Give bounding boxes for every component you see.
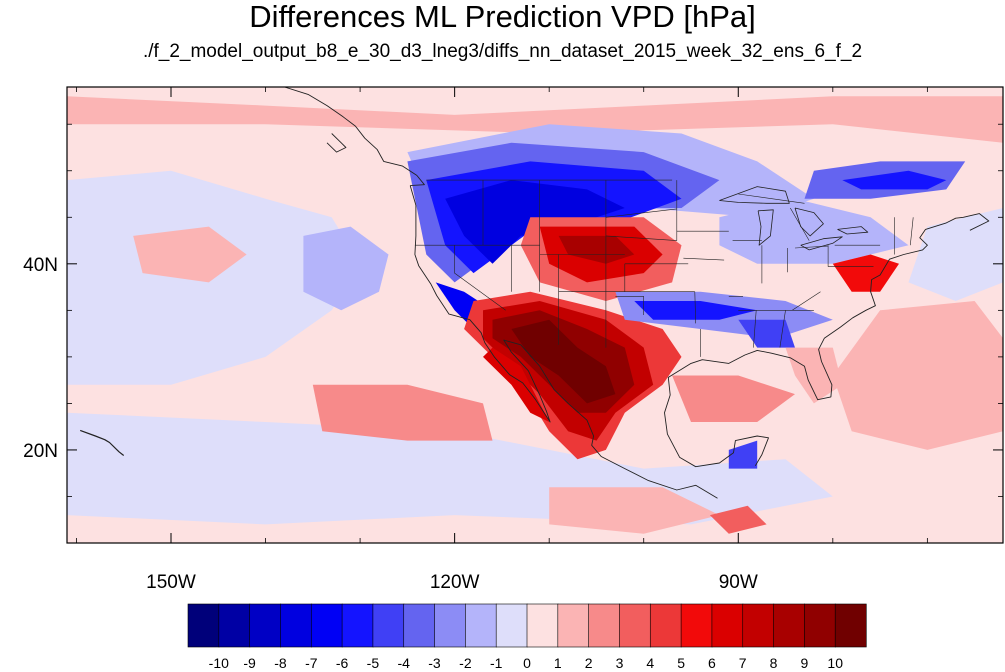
field-region-pacific-blue-patch-center [303,226,389,311]
state-border-10 [605,235,677,241]
state-border-15 [615,296,644,315]
axis-ticks: 150W 120W 90W 40N 20N [23,87,1003,593]
field-region-plains-red-dark [558,235,635,264]
state-border-9 [605,208,677,218]
colorbar-swatch [187,603,220,648]
colorbar-swatch [773,603,805,648]
colorbar-label: 1 [554,655,562,671]
state-border-14 [694,291,696,324]
figure-title: Differences ML Prediction VPD [hPa] [249,0,756,34]
coastlines-and-borders [79,87,990,499]
vpd-difference-field [67,96,1003,534]
colorbar-swatch [649,603,682,648]
colorbar-label: -2 [459,655,472,671]
x-tick-label: 90W [719,572,758,593]
field-region-central-blue-mid [634,301,758,320]
state-border-32 [683,257,725,261]
colorbar-swatch [403,603,436,648]
colorbar-label: -6 [336,655,349,671]
figure-subtitle: ./f_2_model_output_b8_e_30_d3_lneg3/diff… [142,41,863,62]
great-lake-2 [794,207,824,237]
state-border-26 [792,291,821,311]
field-region-mexico-blue-spot [728,440,758,469]
colorbar-swatch [680,603,713,648]
colorbar-swatch [372,603,405,648]
x-tick-label: 150W [146,572,196,593]
colorbar-swatch [557,603,590,648]
great-lake-3 [800,236,843,251]
plot-frame [66,86,1004,544]
map-frame [66,86,1004,544]
colorbar-label: 6 [708,655,716,671]
colorbar-swatch [804,603,836,648]
colorbar-label: -5 [367,655,380,671]
field-region-baja-red [483,347,550,422]
colorbar-swatch [711,603,744,648]
colorbar-label: -3 [428,655,441,671]
x-tick-label: 120W [430,572,480,593]
colorbar-swatch [465,603,497,648]
colorbar-swatch [249,603,282,648]
colorbar-label: -1 [490,655,503,671]
pacific-coastline [409,185,718,499]
colorbar-swatch [742,603,775,648]
colorbar-label: 7 [739,655,747,671]
field-region-east-coast-red [832,254,899,292]
field-region-east-canada-blue-dark [842,170,947,190]
colorbar-label: 0 [523,655,531,671]
colorbar-label: -8 [274,655,287,671]
y-tick-label: 20N [23,441,58,462]
field-region-pacific-pink-south-2 [549,487,720,534]
canada-coastline [284,87,425,187]
field-region-atlantic-pink-band [832,301,1003,450]
field-region-southwest-red-darkest [511,319,616,404]
field-region-atlantic-lavender [908,208,1003,301]
colorbar-label: -7 [305,655,318,671]
colorbar-swatch [526,603,559,648]
colorbar-label: 4 [646,655,654,671]
colorbar-label: -10 [209,655,229,671]
colorbar-swatch [434,603,466,648]
great-lake-1 [757,209,774,246]
state-border-4 [454,245,506,311]
field-region-great-lakes-lavender [719,198,909,264]
state-border-24 [779,310,786,348]
colorbar-swatch [619,603,651,648]
great-lake-4 [837,226,869,235]
colorbar-label: 5 [677,655,685,671]
colorbar-label: 2 [585,655,593,671]
state-border-23 [753,310,757,348]
field-region-florida-pink [785,347,843,404]
colorbar-swatch [588,603,621,648]
colorbar-label: -4 [397,655,410,671]
mexico-gulf-coastline [664,394,769,468]
colorbar-label: 8 [770,655,778,671]
state-border-33 [738,193,805,204]
field-region-pacific-pink-south [312,384,493,441]
great-lake-0 [719,186,790,204]
colorbar-label: -9 [243,655,256,671]
colorbar-label: 9 [801,655,809,671]
colorbar-swatch [341,603,374,648]
field-region-pacific-pink-patch-west [133,226,247,283]
hawaii-islands [79,429,125,456]
colorbar: -10 -9 -8 -7 -6 -5 -4 -3 -2 -1 0 1 2 3 4 5 6 7 8 9 10 [187,603,867,671]
state-border-30 [910,217,914,246]
colorbar-swatch [280,603,312,648]
haida-gwaii-coastline [326,133,347,153]
colorbar-label: 3 [616,655,624,671]
colorbar-swatch [834,603,867,648]
colorbar-swatch [495,603,528,648]
field-region-pacific-pink-band-north [67,96,1003,143]
field-region-gulf-pink [672,375,795,422]
colorbar-swatch [310,603,343,648]
field-region-pacific-red-spot [709,505,767,534]
y-tick-label: 40N [23,255,58,276]
colorbar-label: 10 [827,655,843,671]
gulf-atlantic-coastline [667,213,990,401]
colorbar-swatch [218,603,251,648]
